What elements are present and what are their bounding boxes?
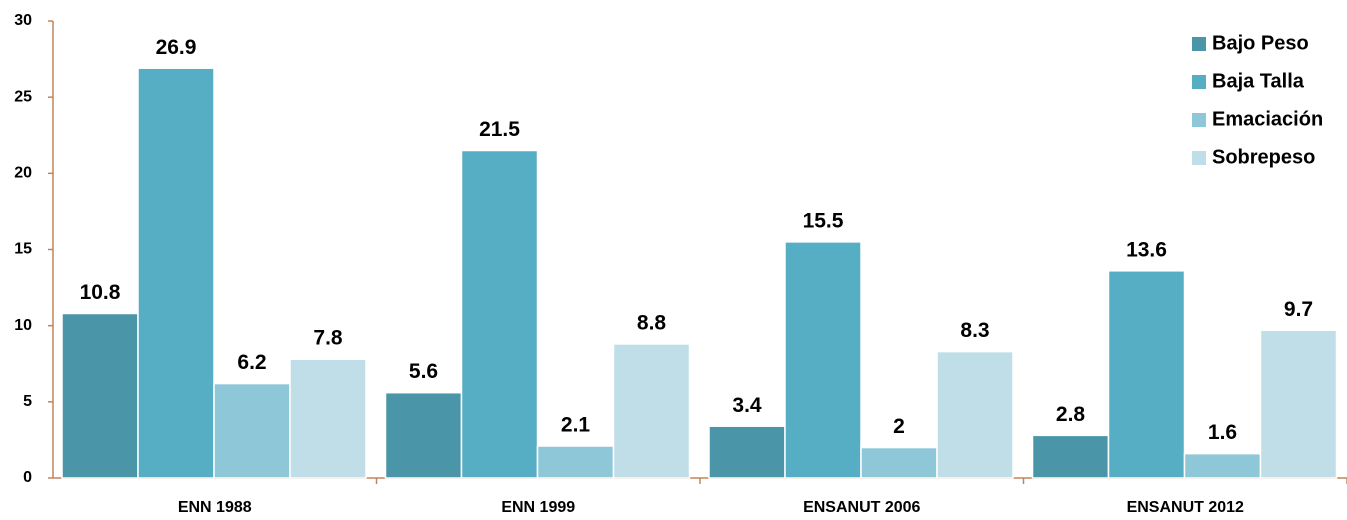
legend-label: Sobrepeso	[1212, 146, 1315, 168]
bar	[612, 343, 691, 479]
y-tick-label: 0	[23, 469, 32, 486]
legend-swatch	[1192, 37, 1206, 51]
value-label: 10.8	[80, 281, 121, 304]
legend-swatch	[1192, 113, 1206, 127]
value-label: 2	[893, 415, 905, 438]
value-label: 6.2	[237, 351, 266, 374]
value-label: 7.8	[313, 327, 343, 350]
bar	[936, 350, 1014, 479]
x-tick-label: ENN 1999	[501, 499, 575, 516]
bar	[289, 358, 367, 479]
legend-label: Baja Talla	[1212, 70, 1305, 92]
bar	[1259, 329, 1338, 479]
x-tick-label: ENSANUT 2012	[1127, 499, 1244, 516]
value-label: 26.9	[156, 36, 197, 59]
value-label: 3.4	[732, 394, 762, 417]
bar	[61, 312, 139, 479]
y-tick-label: 15	[14, 241, 32, 258]
y-tick-label: 5	[23, 393, 32, 410]
bar	[460, 149, 539, 479]
bar	[384, 391, 463, 479]
bar	[1183, 452, 1262, 479]
bar	[536, 445, 615, 479]
value-label: 13.6	[1126, 238, 1167, 261]
x-tick-label: ENN 1988	[178, 499, 252, 516]
value-label: 5.6	[409, 360, 438, 383]
bar	[213, 382, 291, 479]
value-label: 15.5	[803, 209, 844, 232]
legend-label: Emaciación	[1212, 108, 1323, 130]
y-tick-label: 20	[14, 165, 32, 182]
y-tick-label: 25	[14, 88, 32, 105]
value-label: 2.1	[561, 414, 591, 437]
value-label: 8.8	[637, 311, 667, 334]
bar	[137, 67, 215, 479]
legend-label: Bajo Peso	[1212, 32, 1309, 54]
bar	[784, 241, 862, 479]
y-tick-label: 10	[14, 317, 32, 334]
value-label: 9.7	[1284, 298, 1313, 321]
bar	[708, 425, 786, 479]
legend-swatch	[1192, 75, 1206, 89]
bar	[1031, 434, 1110, 479]
bar	[860, 446, 938, 479]
value-label: 21.5	[479, 118, 520, 141]
y-tick-label: 30	[14, 12, 32, 29]
legend-swatch	[1192, 151, 1206, 165]
x-tick-label: ENSANUT 2006	[803, 499, 920, 516]
value-label: 8.3	[960, 319, 989, 342]
value-label: 1.6	[1208, 421, 1237, 444]
value-label: 2.8	[1056, 403, 1086, 426]
bar	[1107, 270, 1186, 479]
